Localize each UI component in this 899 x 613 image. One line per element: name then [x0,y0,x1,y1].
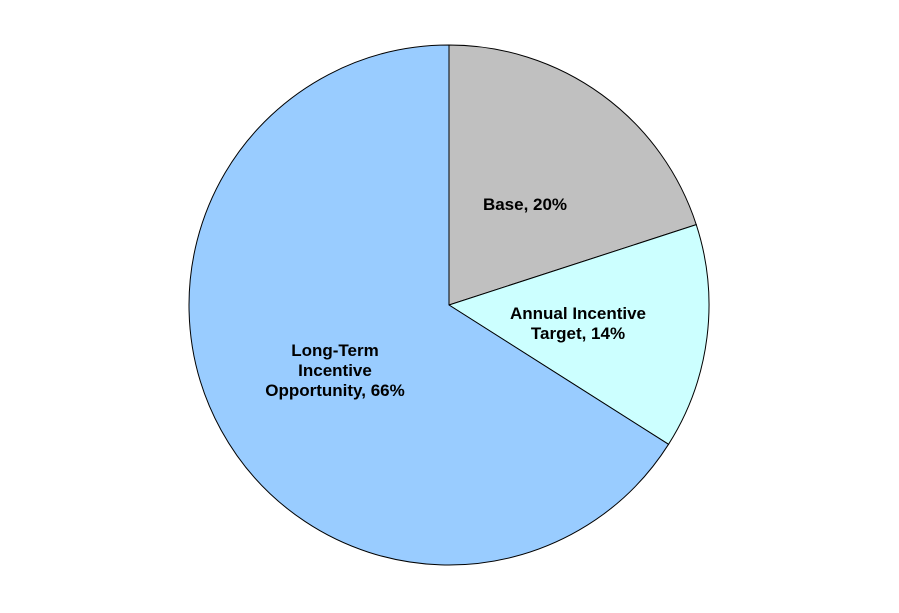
pie-label-line: Base, 20% [483,195,567,214]
pie-label-annual-incentive: Annual Incentive Target, 14% [510,304,646,343]
pie-slices [188,44,710,566]
pie-label-base: Base, 20% [483,195,567,214]
pie-slice-base [448,44,697,306]
pie-label-line: Annual Incentive [510,304,646,323]
pie-slice-annual-incentive [447,224,710,446]
pie-slice-long-term [188,44,670,566]
pie-labels: Base, 20% Annual Incentive Target, 14% Long… [265,195,646,400]
pie-label-line: Long-Term [291,341,379,360]
pie-label-line: Target, 14% [531,324,625,343]
pie-label-long-term: Long-Term Incentive Opportunity, 66% [265,341,404,400]
pie-label-line: Incentive [298,361,372,380]
pie-label-line: Opportunity, 66% [265,381,404,400]
